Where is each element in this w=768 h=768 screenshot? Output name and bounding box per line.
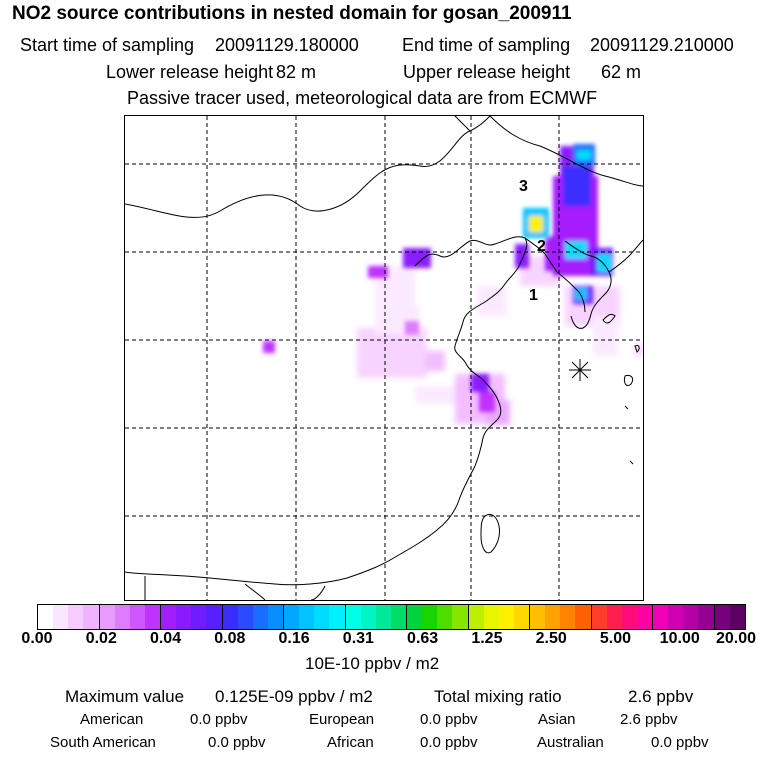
color-swatch [237, 605, 253, 629]
color-swatch [360, 605, 376, 629]
color-swatch [560, 605, 576, 629]
receptor-asterisk-icon [569, 359, 591, 381]
color-swatch [468, 605, 484, 629]
color-swatch [99, 605, 115, 629]
region-value-european: 0.0 ppbv [420, 711, 478, 728]
color-swatch [653, 605, 669, 629]
color-swatch [636, 605, 653, 629]
tracer-note: Passive tracer used, meteorological data… [127, 88, 598, 108]
color-swatch [407, 605, 423, 629]
cluster-label-2: 2 [537, 238, 546, 255]
color-swatch [284, 605, 300, 629]
color-swatch [314, 605, 330, 629]
color-swatch [530, 605, 546, 629]
cluster-label-1: 1 [529, 287, 538, 304]
color-swatch [206, 605, 223, 629]
color-swatch [621, 605, 637, 629]
color-swatch [575, 605, 592, 629]
color-swatch [252, 605, 268, 629]
color-swatch [591, 605, 607, 629]
region-value-african: 0.0 ppbv [420, 734, 478, 751]
total-mixing-value: 2.6 ppbv [628, 687, 694, 706]
upper-height-value: 62 m [601, 62, 642, 82]
region-value-south-american: 0.0 ppbv [208, 734, 266, 751]
region-name-south-american: South American [50, 734, 156, 751]
color-swatch [422, 605, 438, 629]
color-swatch [545, 605, 561, 629]
upper-height-label: Upper release height [403, 62, 571, 82]
color-swatch [176, 605, 192, 629]
map-canvas: 3 2 1 [125, 116, 643, 600]
max-value-label: Maximum value [65, 687, 185, 706]
color-scale-tick-label: 10.00 [659, 630, 700, 647]
coastlines [125, 116, 643, 600]
color-swatch [161, 605, 177, 629]
color-scale-tick-label: 0.63 [407, 630, 439, 647]
color-swatch [714, 605, 730, 629]
color-swatch [390, 605, 407, 629]
color-scale-tick-label: 1.25 [471, 630, 503, 647]
region-value-asian: 2.6 ppbv [620, 711, 678, 728]
lower-height-value: 82 m [276, 62, 317, 82]
color-swatch [698, 605, 715, 629]
region-name-american: American [80, 711, 144, 728]
color-swatch [129, 605, 145, 629]
color-scale-tick-label: 0.04 [149, 630, 182, 647]
color-swatch [68, 605, 84, 629]
color-swatch [375, 605, 391, 629]
total-mixing-label: Total mixing ratio [434, 687, 562, 706]
region-name-asian: Asian [538, 711, 576, 728]
lower-height-label: Lower release height [106, 62, 274, 82]
region-name-european: European [309, 711, 375, 728]
region-name-african: African [327, 734, 374, 751]
map-panel: 3 2 1 [124, 115, 644, 601]
region-value-australian: 0.0 ppbv [651, 734, 709, 751]
color-scale-tick-label: 0.08 [214, 630, 246, 647]
color-swatch [513, 605, 530, 629]
region-value-american: 0.0 ppbv [190, 711, 248, 728]
color-swatch [437, 605, 453, 629]
color-scale-tick-label: 0.02 [85, 630, 117, 647]
color-scale-tick-label: 2.50 [535, 630, 567, 647]
map-grid [125, 116, 643, 600]
color-swatch [729, 605, 745, 629]
color-swatch [83, 605, 100, 629]
page-title: NO2 source contributions in nested domai… [12, 3, 572, 24]
color-scale-bar [37, 604, 746, 630]
color-scale-unit: 10E-10 ppbv / m2 [305, 654, 440, 673]
start-time-label: Start time of sampling [20, 35, 195, 55]
color-swatch [606, 605, 622, 629]
color-swatch [222, 605, 238, 629]
color-swatch [683, 605, 699, 629]
color-scale-tick-label: 0.00 [21, 630, 53, 647]
color-swatch [144, 605, 161, 629]
color-swatch [299, 605, 315, 629]
color-swatch [345, 605, 361, 629]
region-name-australian: Australian [537, 734, 604, 751]
color-swatch [267, 605, 284, 629]
color-scale-tick-label: 5.00 [599, 630, 632, 647]
max-value: 0.125E-09 ppbv / m2 [215, 687, 373, 706]
color-swatch [38, 605, 54, 629]
end-time-label: End time of sampling [402, 35, 571, 55]
cluster-label-3: 3 [519, 178, 528, 195]
color-swatch [452, 605, 469, 629]
plume-sources [263, 144, 613, 412]
color-swatch [191, 605, 207, 629]
color-swatch [668, 605, 684, 629]
color-swatch [329, 605, 346, 629]
start-time-value: 20091129.180000 [215, 35, 359, 55]
color-swatch [114, 605, 130, 629]
end-time-value: 20091129.210000 [590, 35, 734, 55]
color-swatch [53, 605, 69, 629]
color-scale-tick-label: 0.31 [342, 630, 374, 647]
color-scale-tick-label: 20.00 [715, 630, 757, 647]
color-swatch [498, 605, 514, 629]
color-swatch [483, 605, 499, 629]
color-scale-tick-label: 0.16 [278, 630, 310, 647]
